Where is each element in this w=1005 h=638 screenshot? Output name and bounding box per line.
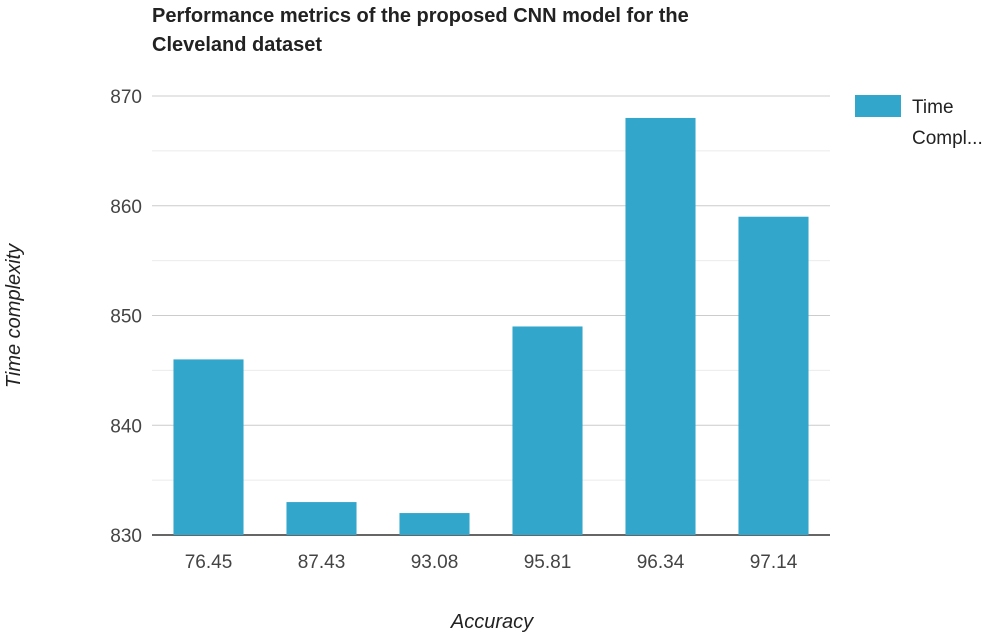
y-tick-label: 860: [110, 197, 142, 218]
bar: [512, 326, 583, 535]
legend-label-line-1: Time: [912, 97, 954, 118]
x-tick-label: 87.43: [298, 552, 346, 573]
chart-title-line-2: Cleveland dataset: [152, 34, 322, 56]
y-axis-title: Time complexity: [3, 243, 25, 388]
bar-series: [173, 117, 809, 535]
x-axis-title: Accuracy: [450, 611, 534, 633]
x-tick-label: 76.45: [185, 552, 233, 573]
x-tick-label: 93.08: [411, 552, 459, 573]
chart-title-line-1: Performance metrics of the proposed CNN …: [152, 5, 689, 27]
x-tick-label: 95.81: [524, 552, 572, 573]
bar: [738, 216, 809, 535]
x-axis-tick-labels: 76.45 87.43 93.08 95.81 96.34 97.14: [185, 552, 798, 573]
x-tick-label: 96.34: [637, 552, 685, 573]
chart-title: Performance metrics of the proposed CNN …: [152, 5, 689, 56]
x-tick-label: 97.14: [750, 552, 798, 573]
bar: [286, 502, 357, 535]
legend: Time Compl...: [855, 95, 983, 149]
y-axis-tick-labels: 830 840 850 860 870: [110, 87, 142, 547]
y-tick-label: 830: [110, 526, 142, 547]
bar: [399, 513, 470, 535]
legend-label-line-2: Compl...: [912, 128, 983, 149]
y-tick-label: 870: [110, 87, 142, 108]
y-tick-label: 850: [110, 307, 142, 328]
legend-swatch: [855, 95, 901, 117]
y-tick-label: 840: [110, 416, 142, 437]
bar: [173, 359, 244, 535]
bar: [625, 117, 696, 535]
gridlines: [152, 95, 830, 536]
